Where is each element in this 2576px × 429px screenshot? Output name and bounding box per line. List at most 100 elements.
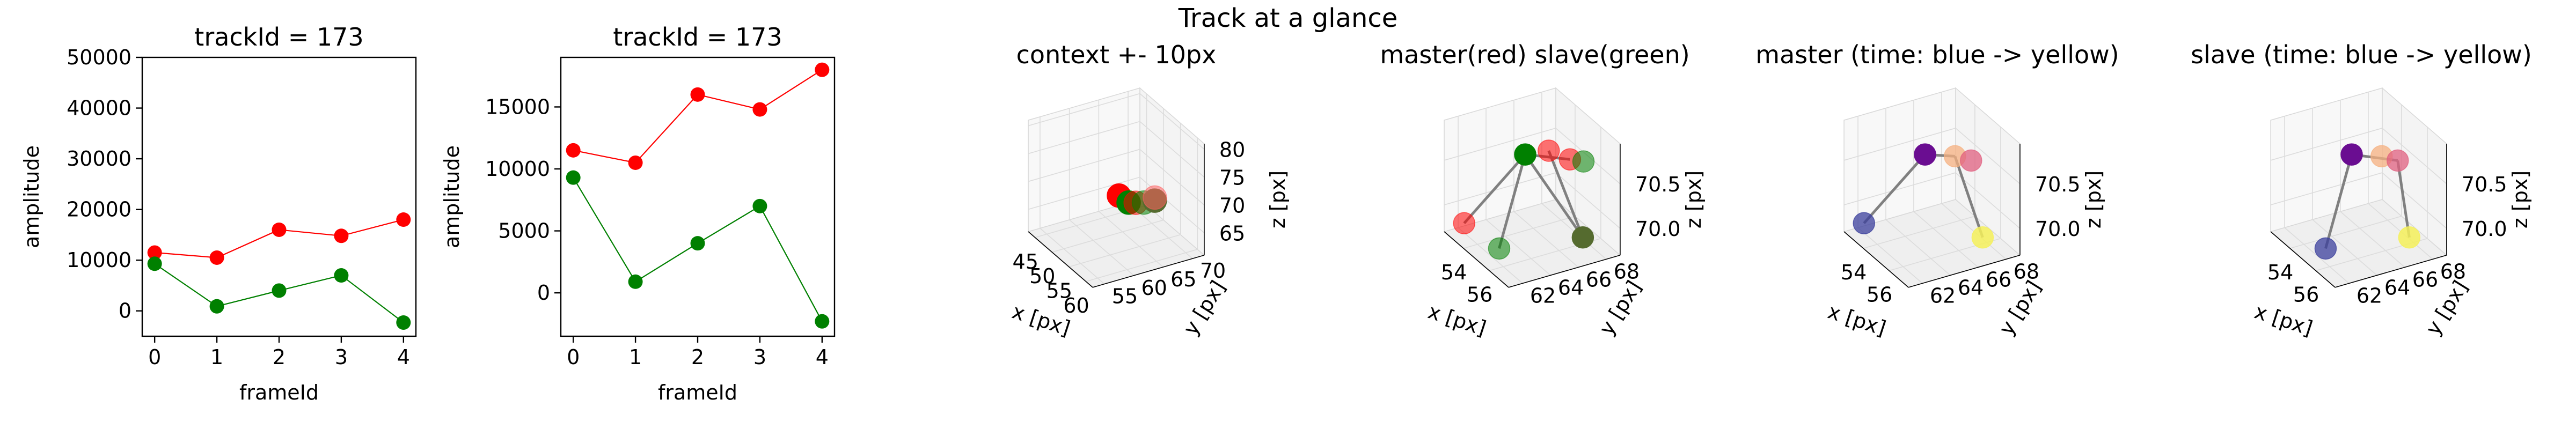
x-tick-label: 0 [148,345,161,369]
grid-line [1098,211,1163,268]
x-tick-label: 54 [2267,261,2293,284]
y-tick-label: 68 [2014,260,2039,283]
y-tick-label: 60 [1141,276,1167,300]
grid-line [1069,234,1181,268]
z-tick-label: 75 [1219,166,1245,189]
y-tick-label: 62 [1530,284,1556,307]
y-tick-label: 66 [2412,268,2438,291]
y-tick-label: 0 [537,281,550,305]
charts: trackId = 173 frameId amplitude 0 1 2 3 4 0 10000… [20,23,2532,404]
connector-line-2 [2396,160,2411,238]
connector-line-0 [1863,153,1926,224]
grid-line [1028,176,1140,210]
series-2-point-0 [566,170,581,185]
grid-line [1863,216,1975,249]
series-2-point-4 [815,314,830,329]
x-tick-label: 60 [1063,294,1089,317]
y-axis-label: amplitude [20,145,43,248]
series-2-point-2 [690,236,705,251]
x-tick-label: 50 [1029,264,1055,288]
z-axis-label: z [px] [1682,171,1706,228]
grid-line [1139,149,1205,205]
z-axis-label: z [px] [2508,171,2532,228]
series-1-point-0 [566,143,581,158]
scatter-point-5 [1143,185,1167,210]
grid-line [1955,128,2021,184]
grid-line [2312,219,2377,276]
x-tick-label: 56 [1867,283,1892,307]
y-tick-label: 55 [1112,285,1138,308]
series-1-point-0 [147,245,162,260]
x-tick-label: 2 [273,345,286,369]
x-tick-label: 3 [753,345,766,369]
scatter-point-1 [1488,237,1511,260]
scatter-point-3 [2387,149,2409,172]
series-line-1 [573,69,823,164]
x-tick-label: 56 [1467,283,1492,307]
connector-line-0 [1463,153,1526,224]
x-tick-label: 1 [210,345,223,369]
y-tick-label: 64 [1958,276,1984,299]
y-tick-label: 65 [1170,268,1196,291]
line-chart-1: trackId = 173 frameId amplitude 0 1 2 3 4 0 10000… [20,23,417,404]
grid-line [2270,128,2383,161]
panel-title-2: master(red) slave(green) [1380,40,1689,69]
grid-line [1040,228,1105,285]
scatter-point-6 [1571,226,1594,249]
y-axis-line [2334,255,2447,288]
series-1-point-3 [334,228,349,243]
x-tick-label: 55 [1046,279,1072,303]
grid-line [1069,219,1135,276]
y-tick-label: 10000 [67,248,131,272]
series-2-point-3 [752,198,767,213]
connector-line-1 [1498,154,1527,249]
connector-line-0 [2324,154,2353,249]
grid-line [1444,128,1556,161]
series-1-point-2 [690,87,705,102]
y-tick-label: 64 [1558,276,1584,299]
x-axis-line [1444,231,1509,288]
grid-line [1485,219,1551,276]
series-2-point-1 [209,299,224,314]
panel-title-4: slave (time: blue -> yellow) [2191,40,2532,69]
series-1-point-4 [815,62,830,77]
grid-line [1139,121,1205,177]
x-tick-label: 45 [1013,250,1038,273]
side-pane [1444,87,1556,232]
y-axis-label: amplitude [440,145,464,248]
scatter-point-4 [2398,226,2421,249]
series-1-point-3 [752,102,767,117]
side-pane [2270,87,2383,232]
z-tick-label: 65 [1219,221,1245,245]
chart-title: trackId = 173 [613,23,782,51]
z-tick-label: 70.5 [2462,173,2507,196]
grid-line [1028,149,1140,182]
grid-line [2382,128,2447,184]
x-axis-line [1028,231,1093,288]
x-tick-label: 56 [2293,283,2319,307]
series-2-point-0 [147,256,162,271]
series-1-point-1 [209,250,224,265]
y-tick-label: 30000 [67,147,131,171]
side-pane [1843,87,1956,232]
grid-line [1052,219,1164,253]
z-axis-label: z [px] [2082,171,2105,228]
y-axis-line [1508,255,1621,288]
grid-line [1885,219,1951,276]
scatter-point-1 [2340,143,2363,166]
connector-line-2 [1953,156,1984,238]
grid-line [1458,227,1523,284]
series-1-point-1 [628,155,643,170]
y-axis-line [1908,255,2021,288]
x-tick-label: 54 [1441,261,1467,284]
y-tick-label: 70 [1200,259,1226,283]
y-tick-label: 64 [2384,276,2410,299]
y-tick-label: 5000 [498,219,550,243]
y-axis-line [1092,255,1205,288]
grid-line [2270,172,2383,205]
x-axis-line [1843,231,1909,288]
grid-line [1513,211,1579,268]
